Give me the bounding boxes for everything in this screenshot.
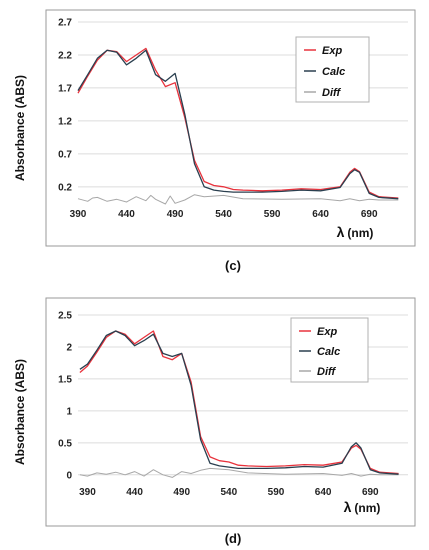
x-tick-label: 390 xyxy=(70,209,87,220)
chart-panel-d: 0 0.5 1 1.5 2 2.5 390 440 490 540 590 640 690 Absor… xyxy=(13,297,416,546)
y-tick-label: 1 xyxy=(66,406,72,417)
x-tick-labels: 390 440 490 540 590 640 690 xyxy=(70,209,378,220)
series-line-exp xyxy=(79,330,399,475)
x-axis-label: λ (nm) xyxy=(344,499,381,515)
legend-label: Exp xyxy=(317,326,337,338)
legend-label: Diff xyxy=(322,87,341,99)
y-tick-label: 2.5 xyxy=(58,311,72,322)
chart-frame xyxy=(45,9,416,247)
panel-caption: (c) xyxy=(225,258,241,273)
x-tick-label: 590 xyxy=(268,487,285,498)
x-axis-unit: (nm) xyxy=(354,501,380,515)
x-tick-label: 690 xyxy=(361,209,378,220)
series-lines xyxy=(79,330,399,478)
x-tick-label: 540 xyxy=(221,487,238,498)
series-lines xyxy=(77,47,399,205)
series-line-calc xyxy=(79,330,399,475)
legend-label: Exp xyxy=(322,45,342,57)
series-line-exp xyxy=(77,47,399,199)
y-tick-label: 1.5 xyxy=(58,374,72,385)
legend-box xyxy=(295,36,370,103)
x-axis-label: λ (nm) xyxy=(337,224,374,240)
y-tick-label: 2.7 xyxy=(58,18,72,29)
series-line-diff xyxy=(79,467,399,478)
y-tick-label: 1.7 xyxy=(58,83,72,94)
x-tick-labels: 390 440 490 540 590 640 690 xyxy=(79,487,379,498)
x-tick-label: 490 xyxy=(167,209,184,220)
y-axis-label: Absorbance (ABS) xyxy=(13,359,27,465)
legend-label: Diff xyxy=(317,366,336,378)
lambda-symbol: λ xyxy=(337,224,345,240)
y-tick-label: 0 xyxy=(66,470,72,481)
y-axis-label: Absorbance (ABS) xyxy=(13,75,27,181)
legend-label: Calc xyxy=(322,66,345,78)
x-axis-unit: (nm) xyxy=(347,226,373,240)
x-tick-label: 540 xyxy=(215,209,232,220)
x-tick-label: 640 xyxy=(312,209,329,220)
x-tick-label: 440 xyxy=(118,209,135,220)
x-tick-label: 440 xyxy=(126,487,143,498)
y-tick-label: 1.2 xyxy=(58,116,72,127)
lambda-symbol: λ xyxy=(344,499,352,515)
y-tick-label: 2.2 xyxy=(58,50,72,61)
chart-panel-c: 0.2 0.7 1.2 1.7 2.2 2.7 390 440 490 540 590 640 690… xyxy=(13,9,416,273)
y-tick-label: 2 xyxy=(66,342,72,353)
panel-caption: (d) xyxy=(225,531,242,546)
chart-frame xyxy=(45,297,416,527)
y-tick-label: 0.7 xyxy=(58,149,72,160)
y-tick-label: 0.2 xyxy=(58,182,72,193)
x-tick-label: 590 xyxy=(264,209,281,220)
y-tick-labels: 0.2 0.7 1.2 1.7 2.2 2.7 xyxy=(58,18,72,194)
legend-label: Calc xyxy=(317,346,340,358)
x-tick-label: 490 xyxy=(173,487,190,498)
y-tick-labels: 0 0.5 1 1.5 2 2.5 xyxy=(58,311,72,482)
x-tick-label: 390 xyxy=(79,487,96,498)
legend: Exp Calc Diff xyxy=(290,317,369,383)
series-line-calc xyxy=(77,49,399,200)
legend: Exp Calc Diff xyxy=(295,36,370,103)
x-tick-label: 640 xyxy=(315,487,332,498)
x-tick-label: 690 xyxy=(362,487,379,498)
series-line-diff xyxy=(77,194,399,205)
y-tick-label: 0.5 xyxy=(58,438,72,449)
